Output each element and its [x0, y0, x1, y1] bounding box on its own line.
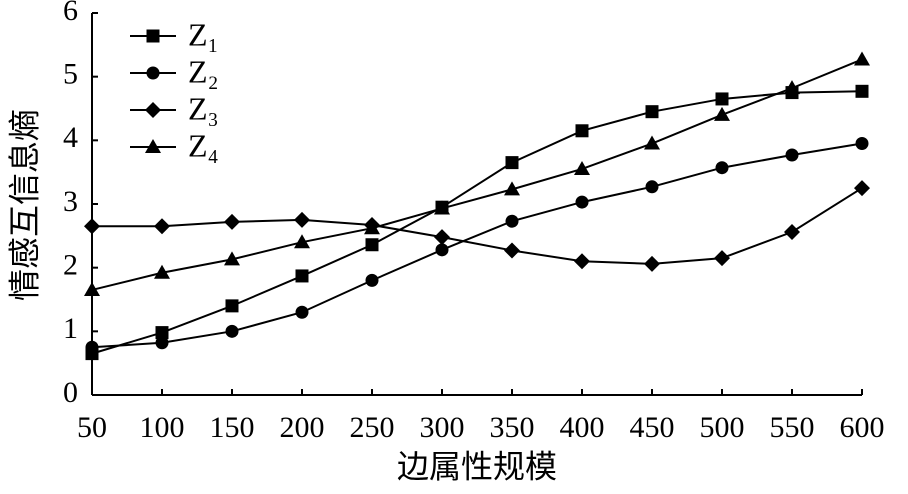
- data-point: [645, 105, 659, 119]
- data-point: [645, 180, 659, 194]
- data-point: [295, 305, 309, 319]
- data-point: [575, 195, 589, 209]
- data-point: [644, 255, 660, 272]
- data-point: [434, 200, 450, 215]
- y-tick-label: 1: [63, 312, 78, 345]
- data-point: [714, 106, 730, 121]
- data-point: [84, 281, 100, 296]
- data-point: [504, 242, 520, 259]
- data-point: [154, 264, 170, 279]
- data-point: [434, 229, 450, 246]
- x-tick-label: 600: [840, 411, 885, 444]
- x-axis-title: 边属性规模: [397, 448, 557, 484]
- data-point: [574, 160, 590, 175]
- data-point: [155, 336, 169, 350]
- data-point: [575, 124, 589, 138]
- series-line: [91, 58, 863, 291]
- legend-marker: [146, 66, 160, 80]
- x-tick-label: 300: [420, 411, 465, 444]
- y-tick-label: 4: [63, 121, 78, 154]
- series-line: [91, 90, 863, 355]
- data-point: [435, 243, 449, 257]
- data-point: [505, 156, 519, 170]
- x-tick-label: 350: [490, 411, 535, 444]
- legend-marker: [146, 29, 160, 43]
- y-tick-label: 6: [63, 0, 78, 27]
- data-point: [365, 238, 379, 252]
- legend-marker: [145, 139, 161, 153]
- x-tick-label: 250: [350, 411, 395, 444]
- data-point: [155, 326, 169, 340]
- x-tick-label: 400: [560, 411, 605, 444]
- data-point: [505, 214, 519, 228]
- x-tick-label: 150: [210, 411, 255, 444]
- data-point: [85, 340, 99, 354]
- data-point: [714, 250, 730, 267]
- data-point: [855, 137, 869, 151]
- series-line: [92, 187, 863, 265]
- y-tick-label: 0: [63, 376, 78, 409]
- data-point: [854, 51, 870, 66]
- x-tick-label: 550: [770, 411, 815, 444]
- data-point: [295, 269, 309, 283]
- data-point: [644, 135, 660, 150]
- data-point: [225, 324, 239, 338]
- legend-label: Z₃: [188, 90, 219, 126]
- x-tick-label: 500: [700, 411, 745, 444]
- data-point: [154, 218, 170, 235]
- data-point: [784, 224, 800, 241]
- x-tick-label: 450: [630, 411, 675, 444]
- x-tick-label: 50: [77, 411, 107, 444]
- legend-label: Z₁: [188, 16, 219, 52]
- data-point: [365, 273, 379, 287]
- data-point: [855, 84, 869, 98]
- data-point: [715, 161, 729, 175]
- y-axis-title: 情感互信息熵: [6, 109, 42, 301]
- data-point: [785, 148, 799, 162]
- data-point: [225, 299, 239, 313]
- data-point: [854, 180, 870, 197]
- legend-label: Z₂: [188, 53, 219, 89]
- data-point: [84, 218, 100, 235]
- data-point: [224, 251, 240, 266]
- data-point: [294, 211, 310, 228]
- data-point: [715, 92, 729, 106]
- data-point: [504, 181, 520, 196]
- x-tick-label: 200: [280, 411, 325, 444]
- data-point: [294, 234, 310, 249]
- legend-marker: [145, 102, 161, 118]
- x-tick-label: 100: [140, 411, 185, 444]
- data-point: [224, 213, 240, 230]
- series-line: [91, 142, 863, 349]
- data-point: [574, 253, 590, 270]
- y-tick-label: 5: [63, 58, 78, 91]
- data-point: [364, 220, 380, 235]
- y-tick-label: 2: [63, 249, 78, 282]
- data-point: [784, 80, 800, 95]
- y-tick-label: 3: [63, 185, 78, 218]
- legend-label: Z₄: [188, 127, 219, 163]
